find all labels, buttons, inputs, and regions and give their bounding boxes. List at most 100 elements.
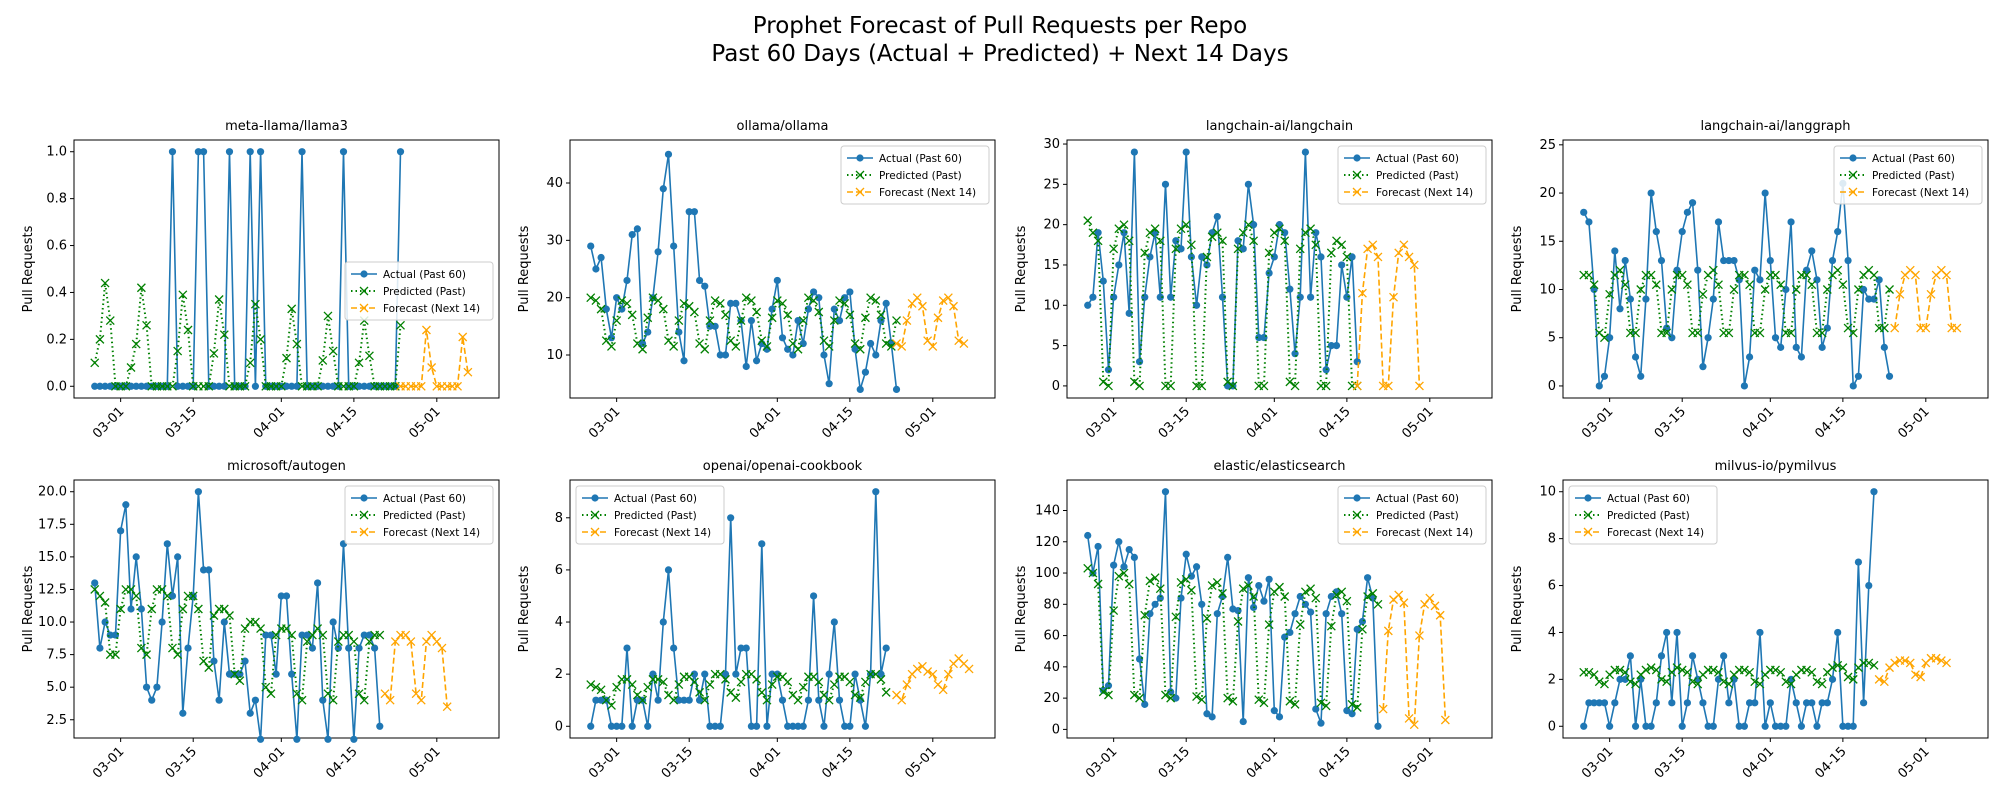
actual-point	[1585, 218, 1593, 226]
forecast-point	[1936, 656, 1946, 666]
legend-entry-predicted-marker	[1352, 170, 1362, 180]
predicted-point	[375, 630, 385, 640]
predicted-point	[1135, 381, 1145, 391]
y-tick-label: 40	[546, 176, 563, 191]
predicted-point	[1280, 236, 1290, 246]
forecast-point	[458, 332, 468, 342]
actual-point	[96, 382, 104, 390]
actual-point	[137, 382, 145, 390]
actual-point	[360, 631, 368, 639]
actual-point	[861, 368, 870, 376]
actual-point	[153, 683, 161, 691]
actual-point	[825, 380, 833, 388]
x-tick-label: 04-15	[1812, 404, 1849, 441]
forecast-point	[1399, 240, 1409, 250]
actual-point	[706, 322, 714, 330]
predicted-point	[116, 604, 126, 614]
actual-point	[1849, 382, 1857, 390]
y-tick-label: 0	[555, 719, 563, 734]
x-tick-label: 03-01	[1083, 744, 1120, 781]
chart-title: openai/openai-cookbook	[703, 459, 863, 474]
chart-title: langchain-ai/langgraph	[1700, 119, 1850, 134]
y-tick-label: 8	[555, 511, 563, 526]
actual-point	[137, 605, 145, 613]
actual-point	[773, 276, 781, 285]
actual-point	[1844, 722, 1852, 730]
y-tick-label: 10	[1539, 485, 1556, 500]
forecast-point	[1890, 323, 1900, 333]
predicted-point	[1745, 280, 1755, 290]
y-tick-label: 0	[1548, 719, 1556, 734]
actual-point	[1699, 699, 1707, 707]
y-tick-label: 2	[555, 667, 563, 682]
y-tick-label: 0	[1052, 379, 1060, 394]
predicted-point	[1212, 228, 1222, 238]
legend-entry-predicted-label: Predicted (Past)	[383, 286, 466, 298]
forecast-point	[1404, 252, 1414, 262]
predicted-point	[1254, 695, 1264, 705]
predicted-point	[860, 677, 870, 687]
actual-point	[752, 357, 761, 365]
actual-point	[861, 722, 870, 730]
predicted-point	[1218, 588, 1227, 598]
actual-point	[1870, 295, 1878, 303]
actual-point	[654, 248, 662, 256]
actual-point	[1094, 229, 1102, 237]
y-tick-label: 20	[1043, 691, 1060, 706]
actual-point	[1704, 722, 1712, 730]
predicted-point	[147, 604, 157, 614]
actual-point	[225, 670, 234, 678]
chart-panel: langchain-ai/langchain Pull Requests 0 5 10 1…	[1014, 119, 1493, 442]
actual-point	[732, 670, 740, 678]
actual-point	[758, 540, 766, 548]
legend-entry-forecast-label: Forecast (Next 14)	[614, 527, 711, 539]
predicted-point	[1150, 573, 1160, 583]
predicted-point	[1223, 377, 1233, 387]
actual-point	[1187, 253, 1195, 261]
predicted-point	[1708, 665, 1718, 675]
legend-box	[1337, 485, 1487, 545]
predicted-point	[1657, 674, 1666, 684]
actual-point	[1353, 625, 1361, 633]
actual-point	[1104, 682, 1113, 690]
predicted-point	[731, 341, 741, 351]
y-axis-label: Pull Requests	[1014, 565, 1029, 652]
actual-point	[293, 382, 301, 390]
actual-point	[1218, 293, 1227, 301]
predicted-point	[1646, 663, 1656, 673]
actual-point	[1239, 245, 1247, 253]
actual-point	[101, 382, 109, 390]
actual-point	[1766, 256, 1774, 265]
actual-point	[1161, 180, 1170, 188]
legend-entry-predicted-marker	[590, 510, 600, 520]
actual-point	[654, 696, 662, 704]
legend-entry-actual-label: Actual (Past 60)	[383, 493, 466, 505]
forecast-point	[1414, 631, 1424, 641]
actual-point	[1120, 563, 1128, 571]
actual-point	[1611, 247, 1619, 255]
actual-point	[1115, 261, 1123, 269]
predicted-point	[746, 296, 756, 305]
actual-point	[184, 644, 192, 652]
actual-point	[215, 382, 223, 390]
predicted-point	[313, 381, 323, 391]
predicted-point	[1290, 699, 1300, 709]
predicted-point	[287, 304, 297, 314]
forecast-point	[416, 695, 426, 705]
actual-point	[1828, 675, 1837, 683]
actual-point	[205, 566, 213, 574]
predicted-point	[607, 341, 616, 351]
predicted-point	[282, 353, 291, 363]
predicted-point	[1724, 679, 1734, 689]
predicted-point	[591, 296, 601, 305]
x-tick-label: 03-15	[659, 744, 696, 781]
x-tick-label: 03-01	[586, 404, 623, 441]
predicted-point	[1698, 289, 1708, 299]
actual-point	[633, 225, 641, 233]
legend-entry-forecast-marker	[855, 187, 865, 197]
actual-point	[623, 644, 631, 652]
actual-point	[96, 644, 104, 652]
predicted-point	[850, 690, 860, 700]
predicted-point	[586, 293, 596, 303]
forecast-point	[421, 325, 431, 335]
